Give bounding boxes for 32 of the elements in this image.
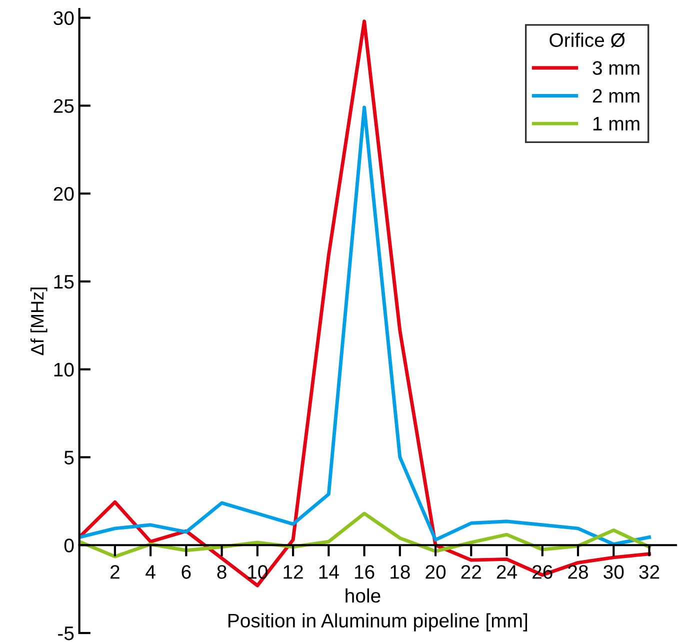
x-tick-label: 8 — [217, 565, 226, 579]
y-tick-label: 15 — [54, 275, 74, 289]
y-axis-title: Δf [MHz] — [30, 288, 48, 356]
legend-label: 1 mm — [593, 116, 640, 130]
x-tick-label: 20 — [426, 565, 446, 579]
y-tick-label: 20 — [54, 187, 74, 201]
x-tick-label: 2 — [110, 565, 120, 579]
x-tick-label: 32 — [639, 565, 660, 579]
y-tick-label: 5 — [64, 450, 74, 464]
x-tick-label: 14 — [319, 565, 339, 579]
x-tick-label: 16 — [354, 565, 374, 579]
x-tick-label: 6 — [182, 565, 191, 579]
legend-label: 3 mm — [592, 61, 640, 75]
annotation: hole — [346, 588, 380, 603]
legend-label: 2 mm — [592, 88, 640, 103]
x-axis-title: Position in Aluminum pipeline [mm] — [228, 613, 528, 632]
x-tick-label: 24 — [496, 565, 518, 579]
y-tick-label: 10 — [54, 362, 74, 377]
x-tick-label: 22 — [461, 565, 481, 579]
line-series — [79, 512, 651, 558]
y-tick-label: 0 — [64, 538, 74, 552]
line-series — [79, 106, 651, 546]
y-tick-label: 30 — [54, 11, 74, 26]
x-tick-label: 12 — [284, 565, 303, 579]
y-tick-label: 25 — [54, 99, 74, 113]
x-tick-label: 18 — [390, 565, 410, 579]
x-tick-label: 30 — [604, 565, 624, 579]
x-tick-label: 10 — [248, 565, 268, 579]
x-tick-label: 4 — [146, 565, 156, 579]
legend-title: Orifice Ø — [550, 32, 625, 48]
y-tick-label: -5 — [58, 626, 74, 640]
x-tick-label: 28 — [568, 565, 588, 579]
